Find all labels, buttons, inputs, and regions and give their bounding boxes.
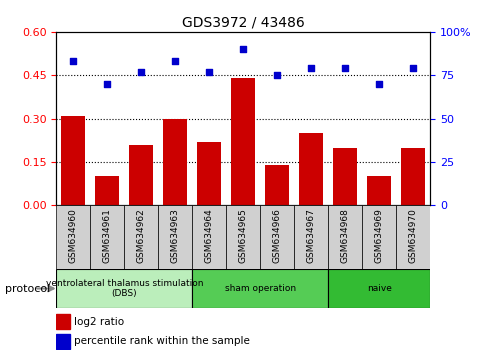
Point [408, 65, 416, 71]
Text: GSM634967: GSM634967 [306, 209, 315, 263]
Bar [56, 314, 70, 329]
Bar [192, 205, 226, 269]
Bar [294, 205, 327, 269]
Bar [124, 205, 158, 269]
Bar [327, 269, 429, 308]
Bar [197, 142, 221, 205]
Bar [192, 269, 327, 308]
Bar [265, 165, 288, 205]
Bar [231, 78, 255, 205]
Point [103, 81, 111, 87]
Text: GSM634970: GSM634970 [408, 209, 417, 263]
Text: GSM634966: GSM634966 [272, 209, 281, 263]
Text: GSM634961: GSM634961 [102, 209, 112, 263]
Bar [327, 205, 362, 269]
Bar [158, 205, 192, 269]
Text: GSM634963: GSM634963 [170, 209, 180, 263]
Bar [333, 148, 356, 205]
Point [239, 46, 246, 52]
Text: GSM634968: GSM634968 [340, 209, 349, 263]
Text: GSM634969: GSM634969 [374, 209, 383, 263]
Bar [395, 205, 429, 269]
Text: GSM634962: GSM634962 [137, 209, 145, 263]
Text: sham operation: sham operation [224, 284, 295, 293]
Text: ventrolateral thalamus stimulation
(DBS): ventrolateral thalamus stimulation (DBS) [45, 279, 203, 298]
Bar [61, 116, 85, 205]
Text: naive: naive [366, 284, 391, 293]
Point [375, 81, 383, 87]
Bar [299, 133, 323, 205]
Point [205, 69, 213, 75]
Text: protocol: protocol [5, 284, 50, 293]
Bar [163, 119, 187, 205]
Bar [226, 205, 260, 269]
Point [137, 69, 145, 75]
Bar [56, 334, 70, 348]
Bar [366, 176, 390, 205]
Text: GSM634964: GSM634964 [204, 209, 213, 263]
Point [307, 65, 315, 71]
Bar [401, 148, 425, 205]
Point [171, 58, 179, 64]
Text: percentile rank within the sample: percentile rank within the sample [74, 336, 249, 346]
Bar [56, 205, 90, 269]
Point [273, 73, 281, 78]
Bar [260, 205, 294, 269]
Bar [362, 205, 395, 269]
Point [341, 65, 348, 71]
Bar [95, 176, 119, 205]
Bar [129, 144, 153, 205]
Text: GSM634965: GSM634965 [238, 209, 247, 263]
Text: GSM634960: GSM634960 [69, 209, 78, 263]
Bar [56, 269, 192, 308]
Bar [90, 205, 124, 269]
Text: log2 ratio: log2 ratio [74, 316, 124, 327]
Title: GDS3972 / 43486: GDS3972 / 43486 [182, 15, 304, 29]
Point [69, 58, 77, 64]
